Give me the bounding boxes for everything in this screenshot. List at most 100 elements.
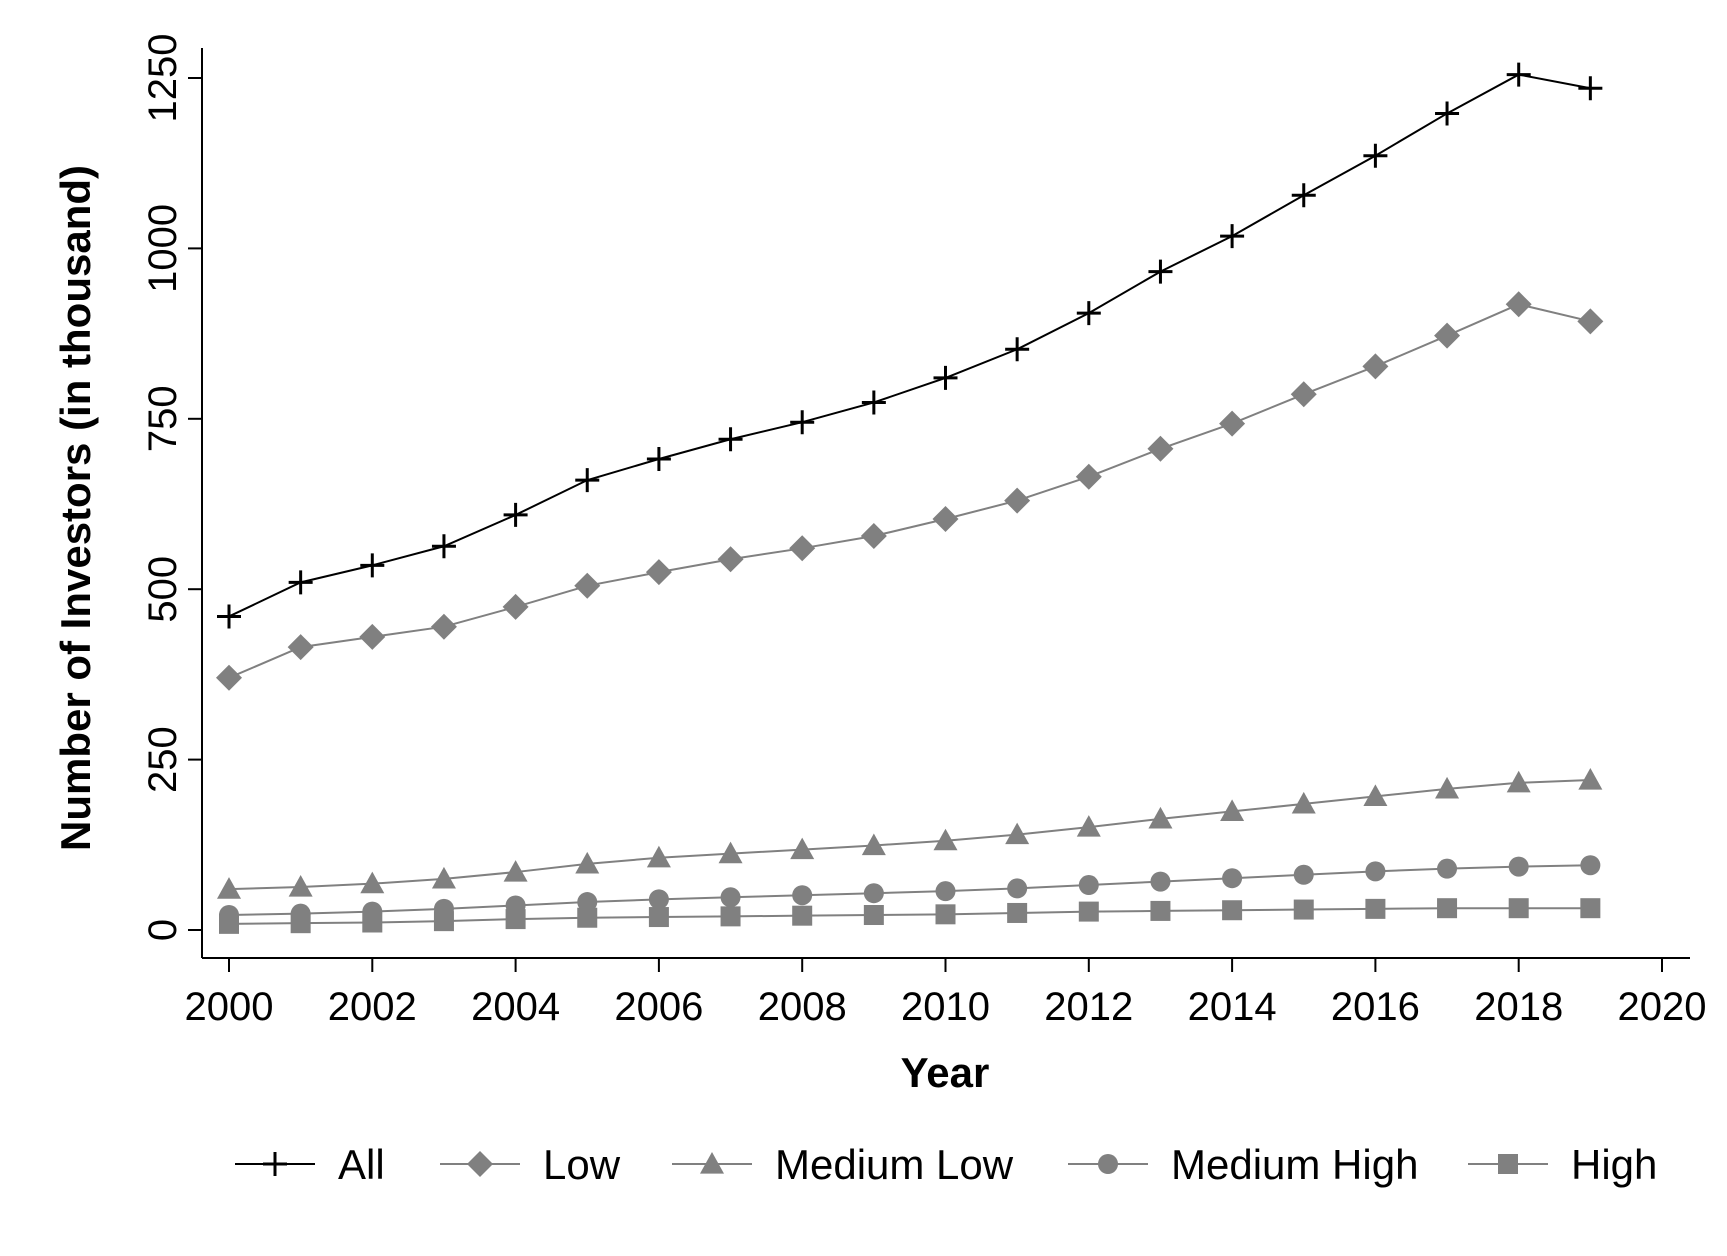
- legend-label-all: All: [338, 1141, 385, 1188]
- data-point-high: [577, 907, 598, 928]
- legend-marker-low: [467, 1151, 493, 1177]
- series-line-medium-low: [228, 779, 1591, 891]
- x-tick-label: 2016: [1331, 985, 1420, 1029]
- data-point-medium-high: [648, 889, 669, 910]
- data-point-low: [1004, 487, 1031, 514]
- series-line-all: [228, 73, 1591, 618]
- data-point-medium-high: [792, 885, 813, 906]
- legend-label-medium-low: Medium Low: [775, 1141, 1014, 1188]
- data-point-low: [789, 535, 816, 562]
- data-point-high: [1365, 898, 1386, 919]
- data-point-medium-high: [720, 887, 741, 908]
- data-point-high: [1222, 900, 1243, 921]
- data-point-high: [1293, 899, 1314, 920]
- legend-item-medium-high: Medium High: [1068, 1141, 1418, 1188]
- data-point-medium-low: [718, 841, 743, 864]
- data-point-all: [431, 534, 456, 559]
- series-medium-low: [217, 768, 1603, 899]
- series-medium-high: [219, 855, 1601, 926]
- series-low: [216, 291, 1604, 691]
- data-point-high: [863, 905, 884, 926]
- x-tick-label: 2000: [185, 985, 274, 1029]
- y-tick-label: 750: [141, 385, 185, 452]
- legend-label-low: Low: [543, 1141, 621, 1188]
- data-point-all: [718, 427, 743, 452]
- data-point-medium-low: [1148, 806, 1173, 829]
- legend-label-high: High: [1571, 1141, 1657, 1188]
- data-point-all: [1220, 224, 1245, 249]
- legend-marker-medium-high: [1098, 1154, 1118, 1174]
- x-tick-label: 2002: [328, 985, 417, 1029]
- data-point-low: [1290, 381, 1317, 408]
- legend-marker-all: [263, 1152, 287, 1176]
- data-point-low: [645, 559, 672, 586]
- data-point-medium-low: [1506, 770, 1531, 793]
- data-point-medium-high: [1222, 868, 1243, 889]
- data-point-high: [1580, 898, 1601, 919]
- data-point-medium-high: [1293, 864, 1314, 885]
- data-point-all: [1578, 76, 1603, 101]
- data-point-all: [1363, 143, 1388, 168]
- y-axis-title: Number of Investors (in thousand): [52, 165, 99, 851]
- x-tick-label: 2010: [901, 985, 990, 1029]
- data-point-all: [933, 365, 958, 390]
- data-point-high: [1150, 900, 1171, 921]
- data-point-high: [1007, 902, 1028, 923]
- data-point-low: [860, 523, 887, 550]
- y-tick-label: 1000: [141, 204, 185, 293]
- data-point-all: [1291, 183, 1316, 208]
- series-all: [217, 62, 1603, 629]
- data-point-low: [359, 623, 386, 650]
- series-line-high: [228, 907, 1591, 925]
- data-point-medium-high: [1580, 855, 1601, 876]
- data-point-high: [219, 913, 239, 934]
- data-point-medium-low: [503, 860, 528, 882]
- data-point-all: [1506, 62, 1531, 87]
- legend-item-high: High: [1468, 1141, 1657, 1188]
- axes: 0 250 500 750 1000 1250 2000 2002 2004 2006 2008 20…: [141, 34, 1706, 1029]
- data-point-high: [792, 905, 813, 926]
- legend-item-low: Low: [440, 1141, 621, 1188]
- legend: All Low Medium Low Medium High High: [235, 1141, 1657, 1188]
- data-point-medium-low: [1435, 776, 1460, 799]
- data-point-low: [717, 546, 744, 573]
- series-layer: [216, 62, 1604, 934]
- x-tick-label: 2020: [1618, 985, 1707, 1029]
- data-point-high: [362, 912, 383, 933]
- data-point-low: [1505, 291, 1532, 318]
- data-point-medium-low: [1363, 784, 1388, 807]
- data-point-medium-low: [861, 833, 886, 856]
- data-point-all: [288, 570, 313, 595]
- data-point-all: [646, 447, 671, 472]
- legend-label-medium-high: Medium High: [1171, 1141, 1418, 1188]
- data-point-low: [1362, 353, 1389, 380]
- data-point-medium-high: [1150, 871, 1171, 892]
- data-point-medium-high: [935, 881, 956, 902]
- data-point-medium-high: [1365, 861, 1386, 882]
- data-point-medium-low: [1220, 799, 1245, 822]
- data-point-high: [290, 913, 311, 934]
- x-tick-label: 2012: [1044, 985, 1133, 1029]
- x-tick-label: 2008: [758, 985, 847, 1029]
- data-point-all: [1076, 301, 1101, 326]
- data-point-low: [932, 505, 959, 532]
- data-point-low: [574, 572, 601, 599]
- data-point-low: [502, 593, 529, 620]
- data-point-all: [790, 410, 815, 435]
- data-point-medium-low: [933, 828, 958, 851]
- data-point-low: [1577, 308, 1604, 335]
- data-point-medium-low: [646, 845, 671, 868]
- data-point-medium-high: [1508, 856, 1529, 877]
- x-axis-title: Year: [901, 1049, 990, 1096]
- data-point-medium-high: [1078, 875, 1099, 896]
- data-point-medium-low: [431, 866, 456, 889]
- data-point-medium-low: [1578, 768, 1603, 790]
- data-point-all: [1435, 101, 1460, 126]
- y-tick-label: 250: [141, 726, 185, 793]
- data-point-high: [1078, 901, 1099, 922]
- x-tick-label: 2018: [1474, 985, 1563, 1029]
- data-point-low: [1075, 463, 1102, 490]
- data-point-high: [505, 909, 526, 930]
- data-point-medium-low: [288, 875, 313, 897]
